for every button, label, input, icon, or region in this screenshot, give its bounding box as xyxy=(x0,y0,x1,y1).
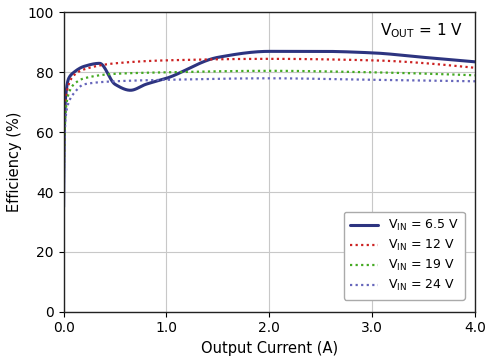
Y-axis label: Efficiency (%): Efficiency (%) xyxy=(7,112,22,212)
X-axis label: Output Current (A): Output Current (A) xyxy=(201,341,338,356)
Legend: V$_{\mathregular{IN}}$ = 6.5 V, V$_{\mathregular{IN}}$ = 12 V, V$_{\mathregular{: V$_{\mathregular{IN}}$ = 6.5 V, V$_{\mat… xyxy=(344,212,465,299)
Text: V$_{\mathregular{OUT}}$ = 1 V: V$_{\mathregular{OUT}}$ = 1 V xyxy=(380,21,463,40)
